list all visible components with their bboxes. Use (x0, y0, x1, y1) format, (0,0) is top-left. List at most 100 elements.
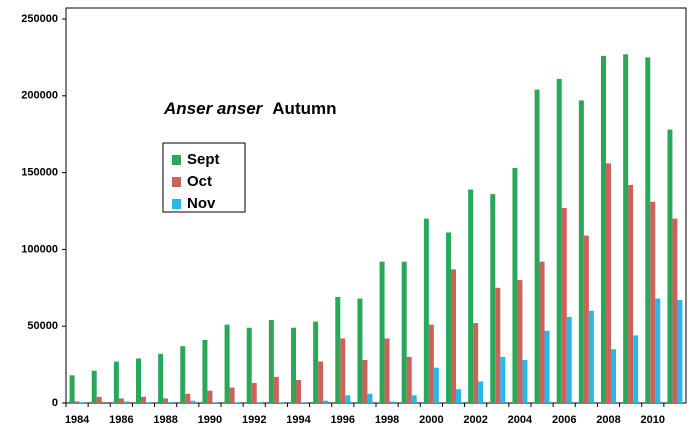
bar (168, 402, 174, 403)
bar (158, 353, 164, 403)
bar (406, 356, 412, 403)
x-tick-label: 2000 (419, 414, 443, 426)
x-tick-label: 1986 (109, 414, 133, 426)
bar (478, 381, 484, 403)
bar (190, 400, 196, 403)
bar (212, 402, 218, 403)
bar (79, 402, 85, 403)
bar (202, 340, 208, 403)
y-tick-label: 150000 (21, 167, 58, 179)
bar (118, 398, 124, 403)
bar (301, 402, 306, 403)
legend-label: Oct (187, 173, 212, 190)
bar (566, 316, 572, 403)
bar (69, 375, 75, 403)
legend-label: Sept (187, 151, 220, 168)
bar (229, 387, 235, 403)
bar (74, 401, 80, 403)
x-tick-label: 2006 (552, 414, 576, 426)
bar (278, 402, 284, 403)
bar (91, 370, 97, 403)
bar (313, 321, 319, 403)
bar (163, 398, 169, 403)
bar (645, 57, 651, 404)
bar (96, 396, 102, 403)
bar (411, 395, 417, 403)
bar (246, 327, 252, 403)
title-species: Anser anser (163, 99, 264, 118)
x-tick-label: 1984 (65, 414, 90, 426)
bar (362, 359, 368, 403)
bar (136, 358, 141, 403)
bar (335, 297, 341, 403)
legend-label: Nov (187, 195, 216, 212)
bar (606, 163, 611, 403)
bar (273, 376, 279, 403)
bar (539, 261, 545, 403)
bar (578, 100, 584, 404)
bar (446, 232, 451, 403)
bar (234, 402, 240, 403)
bar (561, 207, 567, 403)
bar (296, 379, 301, 403)
bar (544, 330, 550, 403)
bar (556, 78, 562, 404)
bar (384, 338, 390, 403)
bar (113, 361, 119, 403)
title-text: Autumn (272, 99, 336, 118)
bar (357, 298, 363, 403)
bar (433, 367, 439, 403)
legend-swatch (172, 155, 181, 165)
bar (633, 335, 639, 403)
bar (468, 189, 474, 403)
bar (141, 396, 146, 403)
x-tick-label: 1998 (375, 414, 399, 426)
bar (268, 320, 274, 403)
y-tick-label: 0 (52, 397, 58, 409)
bar (123, 401, 129, 403)
bar (517, 280, 523, 403)
bar (251, 383, 257, 403)
bar (588, 310, 594, 403)
x-tick-label: 2002 (463, 414, 487, 426)
bar (323, 400, 329, 403)
bar (180, 346, 186, 403)
bar (423, 218, 429, 403)
y-tick-label: 250000 (21, 13, 58, 25)
bar (207, 390, 213, 403)
bar (389, 401, 395, 403)
bar (473, 323, 479, 403)
bar (534, 89, 540, 403)
x-tick-label: 2010 (641, 414, 665, 426)
bar (345, 395, 351, 403)
bar (495, 287, 501, 403)
bar (650, 201, 656, 403)
bar (291, 327, 296, 403)
x-tick-label: 2008 (596, 414, 620, 426)
bar (623, 54, 629, 403)
legend-swatch (172, 177, 181, 187)
x-tick-label: 1996 (331, 414, 355, 426)
bar (522, 359, 528, 403)
x-tick-label: 1988 (153, 414, 177, 426)
bar (500, 356, 506, 403)
bar (456, 389, 461, 403)
bar (628, 184, 634, 403)
x-tick-label: 1992 (242, 414, 266, 426)
bar (490, 194, 496, 403)
chart-title: Anser anser Autumn (163, 99, 337, 118)
x-tick-label: 2004 (508, 414, 533, 426)
bar (672, 218, 678, 403)
bar (611, 349, 616, 403)
bar (185, 393, 191, 403)
bar (601, 55, 606, 403)
y-tick-label: 100000 (21, 243, 58, 255)
y-tick-label: 50000 (27, 320, 58, 332)
y-tick-label: 200000 (21, 90, 58, 102)
bar (512, 167, 518, 403)
bar (583, 235, 589, 403)
bar (655, 298, 661, 403)
bar (677, 300, 683, 403)
bar (428, 324, 434, 403)
